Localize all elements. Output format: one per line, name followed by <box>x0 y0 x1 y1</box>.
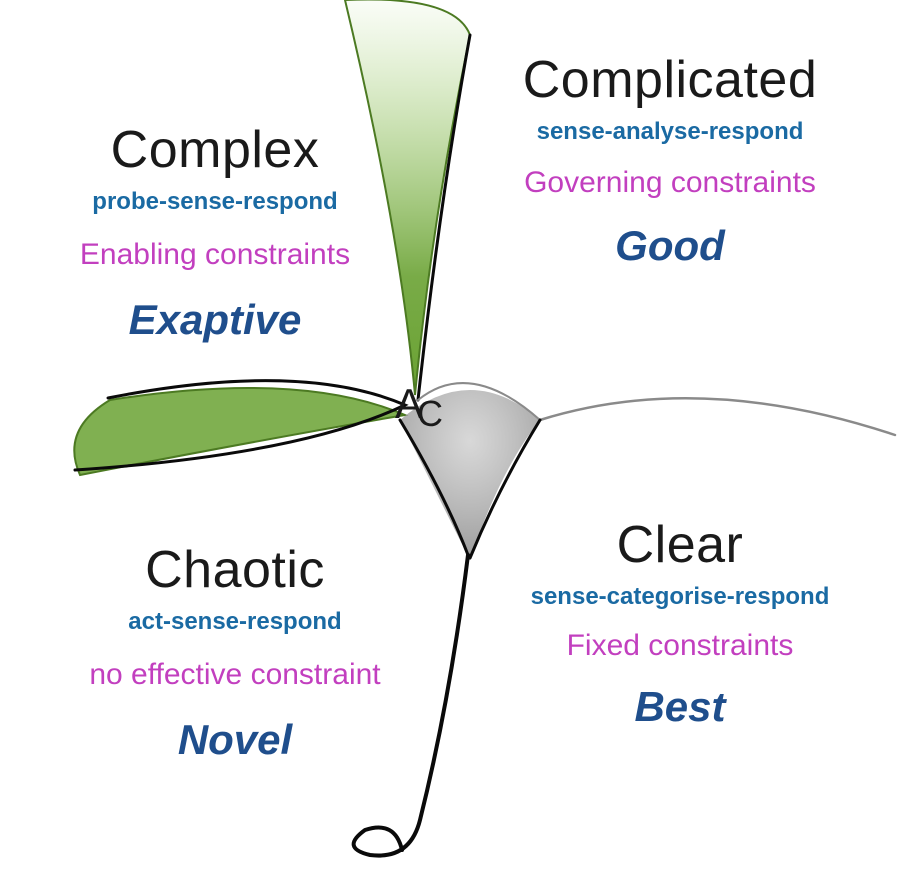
cynefin-diagram: AC Complicated sense-analyse-respond Gov… <box>0 0 900 886</box>
center-letter-c: C <box>417 393 443 434</box>
clear-constraint: Fixed constraints <box>500 629 860 663</box>
chaotic-title: Chaotic <box>45 540 425 600</box>
complex-heuristic: probe-sense-respond <box>55 188 375 216</box>
center-label: AC <box>395 380 449 428</box>
complicated-heuristic: sense-analyse-respond <box>470 118 870 146</box>
complicated-title: Complicated <box>470 50 870 110</box>
divider-right <box>540 398 895 435</box>
chaotic-practice: Novel <box>45 716 425 764</box>
chaotic-heuristic: act-sense-respond <box>45 608 425 636</box>
domain-complicated: Complicated sense-analyse-respond Govern… <box>470 50 870 270</box>
chaotic-constraint: no effective constraint <box>45 658 425 692</box>
complicated-constraint: Governing constraints <box>470 166 870 200</box>
domain-clear: Clear sense-categorise-respond Fixed con… <box>500 515 860 731</box>
clear-practice: Best <box>500 683 860 731</box>
complicated-practice: Good <box>470 222 870 270</box>
domain-complex: Complex probe-sense-respond Enabling con… <box>55 120 375 344</box>
complex-practice: Exaptive <box>55 296 375 344</box>
green-leaf-left <box>74 388 405 475</box>
complex-constraint: Enabling constraints <box>55 238 375 272</box>
clear-heuristic: sense-categorise-respond <box>500 583 860 611</box>
clear-title: Clear <box>500 515 860 575</box>
domain-chaotic: Chaotic act-sense-respond no effective c… <box>45 540 425 764</box>
complex-title: Complex <box>55 120 375 180</box>
